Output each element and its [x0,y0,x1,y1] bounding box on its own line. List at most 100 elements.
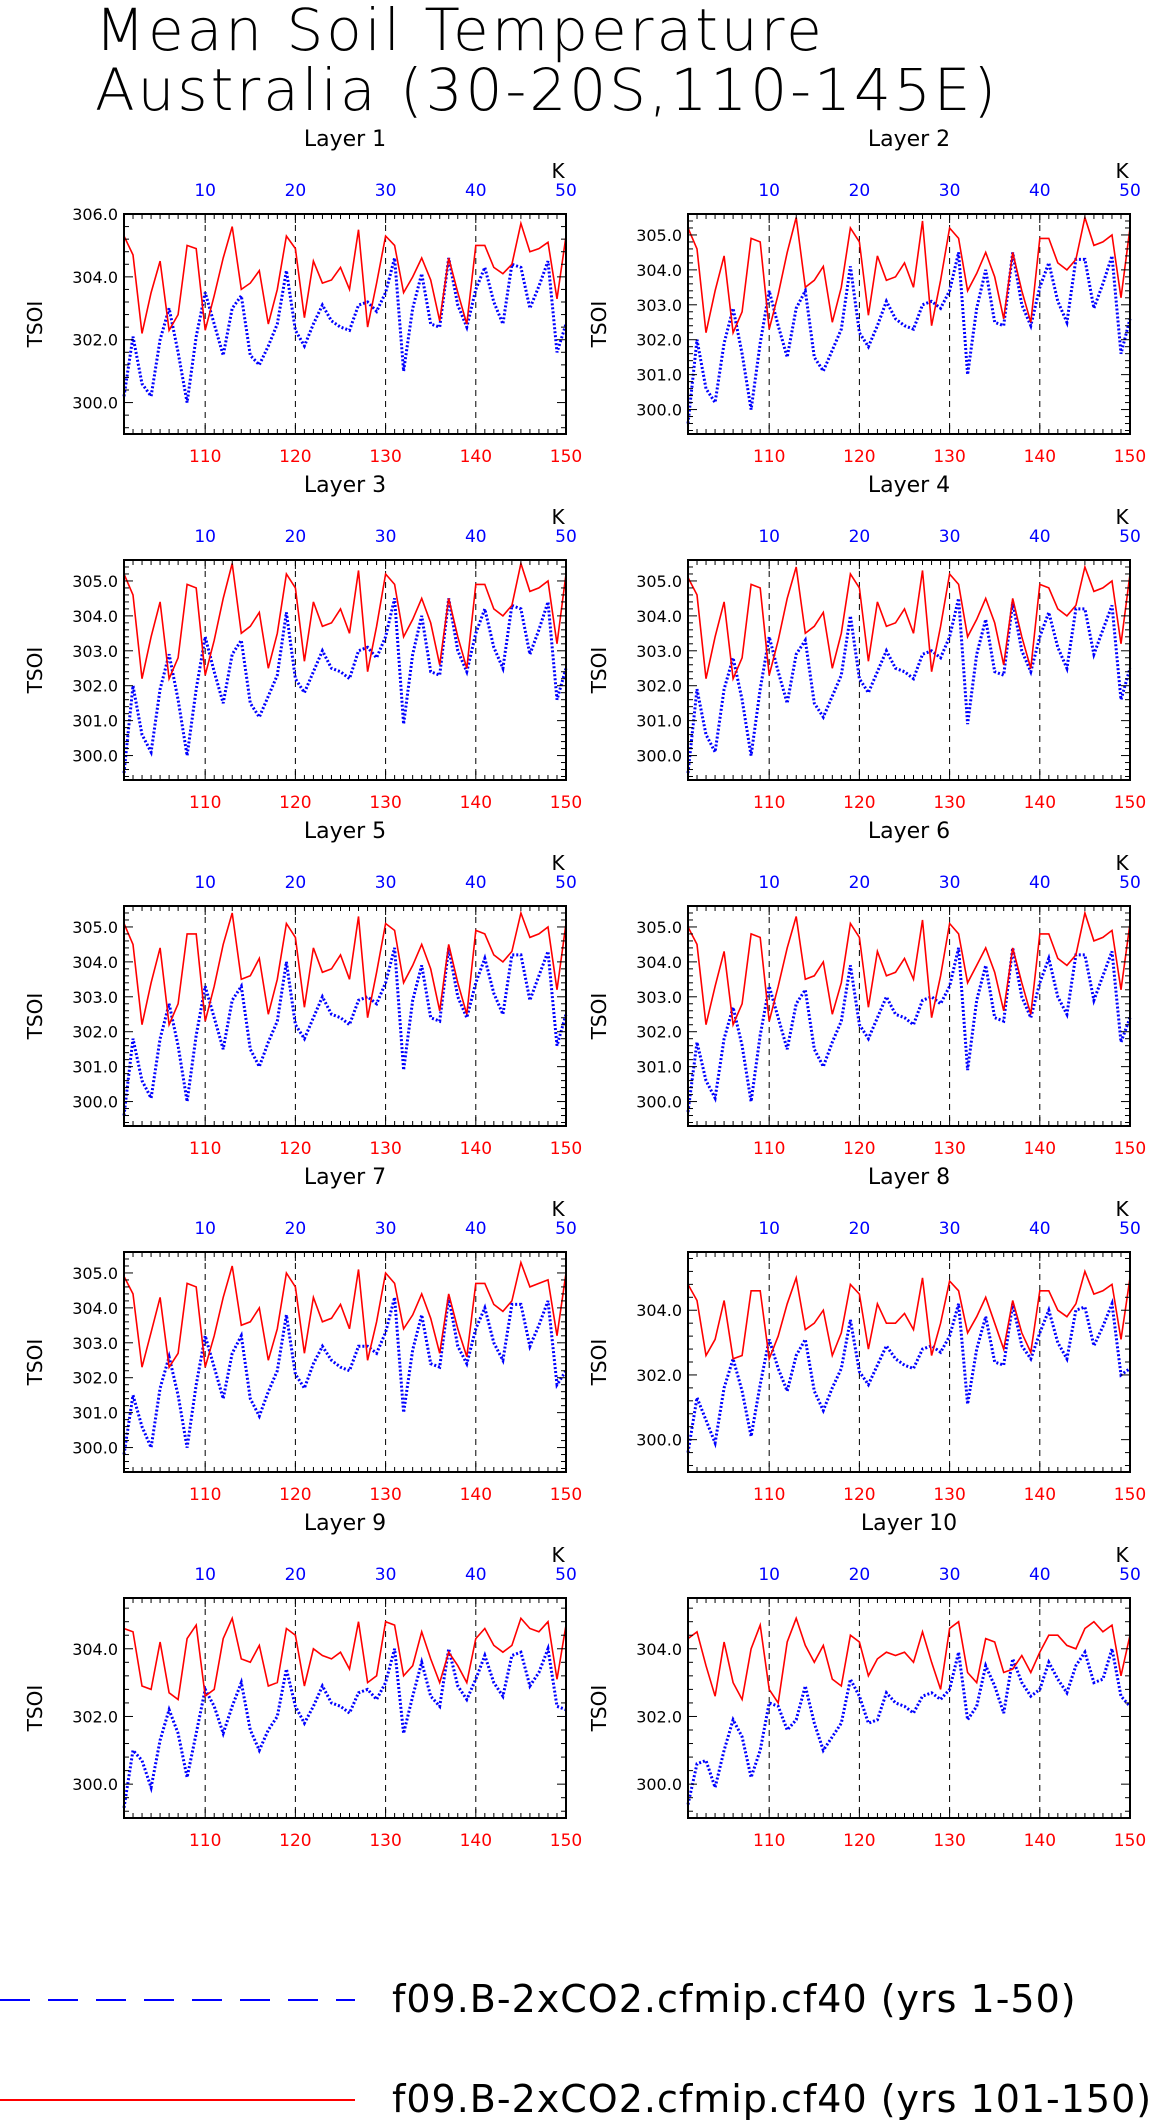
y-tick-label: 301.0 [72,1058,118,1077]
x-tick-label-top: 50 [1119,1565,1141,1585]
x-tick-label-top: 40 [465,1565,487,1585]
x-tick-label-bottom: 110 [189,1139,221,1159]
series-line-blue [122,1643,567,1809]
top-axis-label: K [551,159,565,183]
x-tick-label-bottom: 130 [369,1831,401,1851]
x-tick-label-top: 40 [1029,181,1051,201]
x-tick-label-bottom: 150 [1114,1139,1146,1159]
y-tick-label: 303.0 [636,296,682,315]
x-tick-label-top: 10 [758,527,780,547]
panel-10: Layer 10 110 120 130 140 150 10 20 30 40 50K 300.0 3… [587,1511,1146,1851]
panel-title: Layer 8 [868,1165,950,1190]
y-tick-label: 303.0 [72,988,118,1007]
x-tick-label-top: 20 [849,873,871,893]
x-tick-label-bottom: 130 [933,1831,965,1851]
y-tick-label: 302.0 [72,1369,118,1388]
x-tick-label-bottom: 120 [279,447,311,467]
x-tick-label-bottom: 140 [460,1139,492,1159]
x-tick-label-bottom: 130 [933,447,965,467]
x-tick-label-top: 40 [465,181,487,201]
x-tick-label-bottom: 140 [1024,793,1056,813]
y-tick-label: 302.0 [72,677,118,696]
x-tick-label-bottom: 110 [753,1831,785,1851]
plot-frame [687,1251,1131,1473]
panel-1: Layer 1 110 120 130 140 150 10 20 30 40 50K 300.0 30… [23,127,582,467]
y-tick-label: 302.0 [636,331,682,350]
y-tick-label: 304.0 [636,953,682,972]
plot-frame [687,905,1131,1127]
y-tick-label: 300.0 [72,1439,118,1458]
y-tick-label: 302.0 [72,1023,118,1042]
panel-title: Layer 5 [304,819,386,844]
x-tick-label-bottom: 130 [369,447,401,467]
x-tick-label-top: 10 [758,1565,780,1585]
y-tick-label: 305.0 [72,572,118,591]
title-line-2: Australia (30-20S,110-145E) [95,56,1000,124]
plot-frame [123,559,567,781]
x-tick-label-top: 20 [285,873,307,893]
x-tick-label-top: 30 [939,181,961,201]
y-tick-label: 302.0 [72,331,118,350]
y-tick-label: 304.0 [72,1640,118,1659]
panel-7: Layer 7 110 120 130 140 150 10 20 30 40 50K 300.0 30… [23,1165,582,1505]
x-tick-label-top: 40 [1029,1219,1051,1239]
x-tick-label-bottom: 130 [369,793,401,813]
y-tick-label: 302.0 [72,1707,118,1726]
series-line-blue [122,947,568,1116]
panel-2: Layer 2 110 120 130 140 150 10 20 30 40 50K 300.0 30… [587,127,1146,467]
y-tick-label: 305.0 [636,918,682,937]
y-tick-label: 305.0 [72,918,118,937]
y-axis-label: TSOI [587,993,611,1041]
y-tick-label: 302.0 [636,677,682,696]
x-tick-label-top: 20 [285,1219,307,1239]
x-tick-label-bottom: 120 [279,1139,311,1159]
panel-title: Layer 9 [304,1511,386,1536]
plot-frame [687,559,1131,781]
panel-title: Layer 2 [868,127,950,152]
x-tick-label-top: 50 [555,527,577,547]
x-tick-label-bottom: 110 [753,793,785,813]
y-tick-label: 301.0 [72,712,118,731]
x-tick-label-top: 40 [465,873,487,893]
x-tick-label-top: 40 [465,1219,487,1239]
x-tick-label-bottom: 140 [1024,1139,1056,1159]
series-line-red [687,1615,1131,1706]
series-line-blue [686,252,1132,424]
panel-4: Layer 4 110 120 130 140 150 10 20 30 40 50K 300.0 30… [587,473,1146,813]
x-tick-label-bottom: 140 [460,793,492,813]
x-tick-label-bottom: 150 [550,1831,582,1851]
x-tick-label-bottom: 120 [279,1831,311,1851]
x-tick-label-bottom: 150 [1114,1831,1146,1851]
x-tick-label-top: 10 [758,181,780,201]
x-tick-label-top: 10 [758,873,780,893]
series-line-red [687,564,1131,682]
x-tick-label-top: 30 [939,873,961,893]
x-tick-label-bottom: 140 [460,1831,492,1851]
x-tick-label-top: 10 [194,1219,216,1239]
y-tick-label: 305.0 [636,572,682,591]
legend: f09.B-2xCO2.cfmip.cf40 (yrs 1-50) f09.B-… [0,1977,1151,2120]
y-tick-label: 304.0 [636,261,682,280]
top-axis-label: K [551,1197,565,1221]
x-tick-label-top: 10 [758,1219,780,1239]
y-tick-label: 301.0 [636,366,682,385]
panel-9: Layer 9 110 120 130 140 150 10 20 30 40 50K 300.0 30… [23,1511,582,1851]
x-tick-label-bottom: 140 [460,447,492,467]
series-line-blue [122,257,568,403]
y-tick-label: 300.0 [72,394,118,413]
x-tick-label-top: 30 [375,1219,397,1239]
y-axis-label: TSOI [23,301,47,349]
plot-frame [123,1597,567,1819]
top-axis-label: K [1115,1543,1129,1567]
x-tick-label-top: 30 [375,1565,397,1585]
x-tick-label-top: 20 [849,527,871,547]
x-tick-label-top: 20 [285,181,307,201]
y-tick-label: 306.0 [72,205,118,224]
panel-title: Layer 3 [304,473,386,498]
y-tick-label: 301.0 [636,712,682,731]
x-tick-label-bottom: 150 [550,1139,582,1159]
x-tick-label-top: 10 [194,527,216,547]
series-line-blue [686,1648,1132,1805]
y-tick-label: 301.0 [636,1058,682,1077]
series-line-red [123,220,567,334]
